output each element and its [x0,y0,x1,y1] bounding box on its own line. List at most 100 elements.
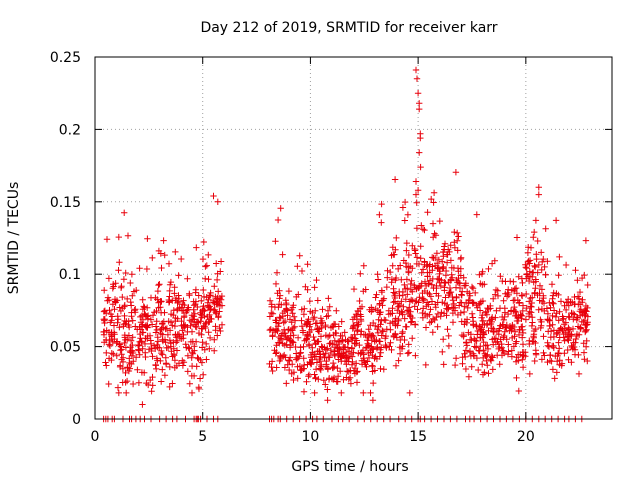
data-point [382,332,390,340]
data-point [360,355,367,362]
data-point [201,323,208,330]
data-point [342,344,349,351]
data-point [160,324,167,331]
data-point [548,281,556,288]
data-point [113,297,121,304]
data-point [110,350,117,358]
data-point [508,347,515,354]
data-point [532,350,540,357]
data-point-outlier [416,149,423,156]
data-point [166,281,174,288]
data-point [344,337,351,345]
data-point [575,331,583,338]
data-point [538,322,545,329]
data-point [161,251,168,259]
data-point [167,310,175,318]
data-point [386,320,394,327]
data-point [405,349,413,356]
data-point [430,199,437,206]
data-point [192,298,200,305]
data-point [180,331,187,339]
data-point [317,366,324,374]
data-point [200,238,207,246]
data-point [395,357,402,364]
data-point [115,267,122,274]
data-point [427,306,434,313]
data-point [408,318,415,325]
data-point [198,297,205,304]
data-point [358,303,366,310]
data-point [451,361,459,369]
data-point [347,380,355,387]
data-point [113,352,120,359]
data-point [331,348,338,355]
data-point [562,261,570,269]
data-point [428,281,436,288]
data-point [562,319,569,326]
data-point [331,363,338,371]
data-point [489,366,496,373]
data-point [465,373,473,380]
data-point [490,325,497,333]
data-point [480,354,487,362]
data-point [273,349,280,356]
data-point [333,341,340,349]
data-point [203,356,210,363]
data-point [129,317,136,324]
data-point [535,261,542,269]
data-point [378,332,385,339]
data-point [379,328,387,335]
data-point [266,297,274,304]
data-point [216,324,223,332]
data-point [104,297,111,304]
data-point [430,234,437,241]
data-point [536,297,543,304]
data-point [421,258,428,265]
data-point [319,319,326,326]
data-point [485,327,492,334]
data-point [419,266,427,273]
data-point [490,295,497,302]
data-point [451,244,459,251]
data-point [214,332,221,339]
data-point [513,290,521,297]
data-point [555,317,562,324]
data-point [190,313,198,320]
data-point [105,329,113,336]
data-point [330,374,338,382]
data-point [403,307,411,315]
data-point [550,300,557,307]
data-point [114,319,121,326]
data-point [508,353,516,360]
data-point [449,319,457,326]
data-point [269,333,276,340]
data-point [519,356,526,363]
data-point [294,263,301,270]
data-point [523,304,530,312]
data-point [519,302,527,309]
data-point [119,293,126,301]
data-point [433,313,440,321]
data-point [197,318,204,325]
data-point [497,336,504,343]
data-point [159,331,166,338]
data-point [500,332,508,340]
data-point [117,307,125,315]
data-point [463,319,470,327]
data-point [497,273,504,280]
data-point [203,262,210,269]
data-point [549,342,556,350]
data-point [366,330,373,338]
grid [95,57,612,419]
chart-title: Day 212 of 2019, SRMTID for receiver kar… [200,20,497,36]
data-point [488,354,496,361]
data-point [121,302,128,309]
data-point [545,343,553,350]
data-point [437,313,444,320]
data-point [479,317,486,324]
data-point [540,255,547,263]
data-point [134,366,141,373]
data-point [281,330,289,337]
data-point [157,309,165,316]
data-point [571,351,579,358]
